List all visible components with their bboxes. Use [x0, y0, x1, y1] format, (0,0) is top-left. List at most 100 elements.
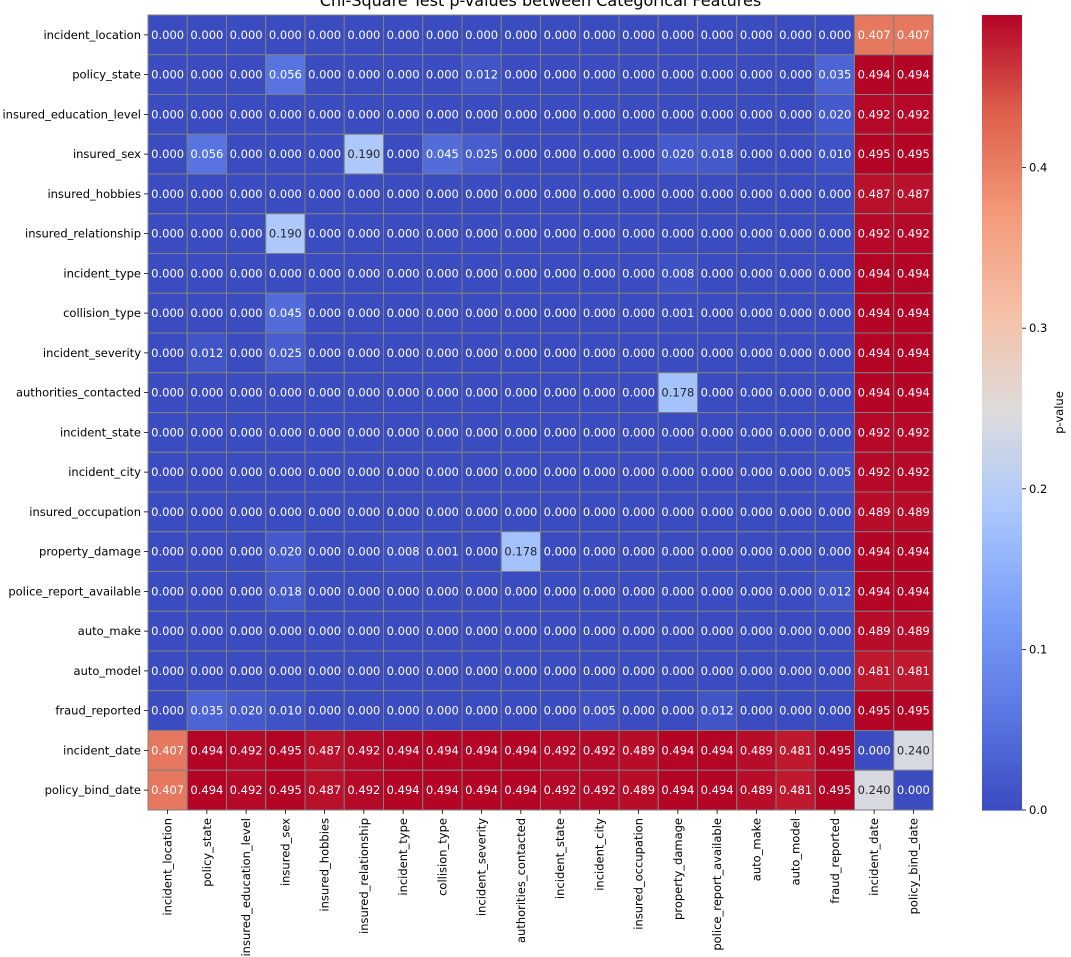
- colorbar-segment: [982, 68, 1022, 76]
- cell-value-label: 0.000: [347, 704, 380, 718]
- cell-value-label: 0.056: [269, 68, 302, 82]
- cell-value-label: 0.000: [504, 624, 537, 638]
- colorbar-segment: [982, 280, 1022, 288]
- colorbar-segment: [982, 134, 1022, 142]
- heatmap-cell: [893, 412, 934, 453]
- cell-value-label: 0.000: [583, 584, 616, 598]
- heatmap-cell: [265, 372, 306, 413]
- cell-value-label: 0.000: [269, 505, 302, 519]
- colorbar-segment: [982, 604, 1022, 612]
- cell-value-label: 0.000: [583, 425, 616, 439]
- colorbar-segment: [982, 339, 1022, 347]
- heatmap-cell: [893, 292, 934, 334]
- cell-value-label: 0.008: [661, 266, 694, 280]
- colorbar-segment: [982, 445, 1022, 453]
- colorbar-segment: [982, 366, 1022, 374]
- heatmap-cell: [422, 769, 463, 811]
- y-tick-label: incident_type: [63, 266, 141, 280]
- cell-value-label: 0.000: [504, 147, 537, 161]
- heatmap-cell: [226, 610, 267, 652]
- colorbar-segment: [982, 319, 1022, 327]
- cell-value-label: 0.000: [269, 465, 302, 479]
- cell-value-label: 0.000: [269, 425, 302, 439]
- colorbar-tick-label: 0.1: [1029, 642, 1047, 656]
- cell-value-label: 0.000: [818, 704, 851, 718]
- heatmap-cell: [736, 292, 777, 334]
- cell-value-label: 0.000: [230, 346, 263, 360]
- heatmap-cell: [814, 213, 855, 254]
- cell-value-label: 0.012: [701, 704, 734, 718]
- colorbar-segment: [982, 227, 1022, 235]
- heatmap-cell: [775, 650, 816, 692]
- colorbar-segment: [982, 558, 1022, 566]
- y-tick-label: incident_location: [43, 28, 141, 42]
- cell-value-label: 0.000: [387, 465, 420, 479]
- cell-value-label: 0.000: [230, 28, 263, 42]
- cell-value-label: 0.489: [740, 743, 773, 757]
- cell-value-label: 0.000: [544, 624, 577, 638]
- cell-value-label: 0.000: [465, 107, 498, 121]
- heatmap-cell: [657, 650, 698, 692]
- heatmap-cell: [657, 451, 698, 493]
- heatmap-cell: [422, 412, 463, 453]
- cell-value-label: 0.000: [347, 465, 380, 479]
- colorbar-segment: [982, 611, 1022, 619]
- cell-value-label: 0.000: [230, 306, 263, 320]
- cell-value-label: 0.000: [544, 704, 577, 718]
- cell-value-label: 0.000: [387, 425, 420, 439]
- cell-value-label: 0.000: [701, 306, 734, 320]
- cell-value-label: 0.000: [387, 306, 420, 320]
- cell-value-label: 0.045: [426, 147, 459, 161]
- heatmap-cell: [736, 173, 777, 215]
- cell-value-label: 0.000: [858, 743, 891, 757]
- colorbar-segment: [982, 478, 1022, 486]
- heatmap-cell: [697, 14, 738, 56]
- cell-value-label: 0.000: [426, 68, 459, 82]
- cell-value-label: 0.000: [347, 68, 380, 82]
- cell-value-label: 0.000: [779, 545, 812, 559]
- cell-value-label: 0.000: [190, 425, 223, 439]
- cell-value-label: 0.000: [230, 386, 263, 400]
- colorbar-segment: [982, 15, 1022, 23]
- colorbar-segment: [982, 551, 1022, 559]
- y-tick-label: auto_model: [74, 664, 141, 678]
- cell-value-label: 0.492: [897, 425, 930, 439]
- cell-value-label: 0.000: [504, 266, 537, 280]
- heatmap-cell: [736, 54, 777, 95]
- cell-value-label: 0.000: [151, 505, 184, 519]
- x-tick-label: auto_model: [789, 818, 803, 885]
- cell-value-label: 0.000: [740, 584, 773, 598]
- cell-value-label: 0.005: [818, 465, 851, 479]
- colorbar-segment: [982, 293, 1022, 301]
- colorbar-segment: [982, 399, 1022, 407]
- heatmap-cell: [618, 173, 659, 215]
- heatmap-cell: [383, 690, 424, 731]
- colorbar-segment: [982, 545, 1022, 553]
- colorbar-segment: [982, 326, 1022, 334]
- heatmap-cell: [893, 730, 934, 771]
- cell-value-label: 0.495: [897, 704, 930, 718]
- cell-value-label: 0.000: [387, 266, 420, 280]
- cell-value-label: 0.000: [544, 28, 577, 42]
- cell-value-label: 0.000: [544, 664, 577, 678]
- cell-value-label: 0.492: [897, 465, 930, 479]
- cell-value-label: 0.000: [190, 28, 223, 42]
- heatmap-cell: [226, 332, 267, 374]
- cell-value-label: 0.000: [230, 505, 263, 519]
- colorbar-segment: [982, 498, 1022, 506]
- heatmap-cell: [422, 133, 463, 175]
- heatmap-cell: [618, 451, 659, 493]
- cell-value-label: 0.000: [779, 28, 812, 42]
- colorbar-tick-label: 0.3: [1029, 321, 1047, 335]
- y-tick-label: insured_relationship: [25, 227, 141, 241]
- heatmap-cell: [893, 650, 934, 692]
- cell-value-label: 0.000: [387, 386, 420, 400]
- cell-value-label: 0.000: [308, 664, 341, 678]
- cell-value-label: 0.000: [818, 266, 851, 280]
- cell-value-label: 0.495: [858, 147, 891, 161]
- cell-value-label: 0.000: [308, 346, 341, 360]
- cell-value-label: 0.000: [544, 147, 577, 161]
- heatmap-cell: [775, 610, 816, 652]
- cell-value-label: 0.000: [701, 346, 734, 360]
- cell-value-label: 0.000: [779, 505, 812, 519]
